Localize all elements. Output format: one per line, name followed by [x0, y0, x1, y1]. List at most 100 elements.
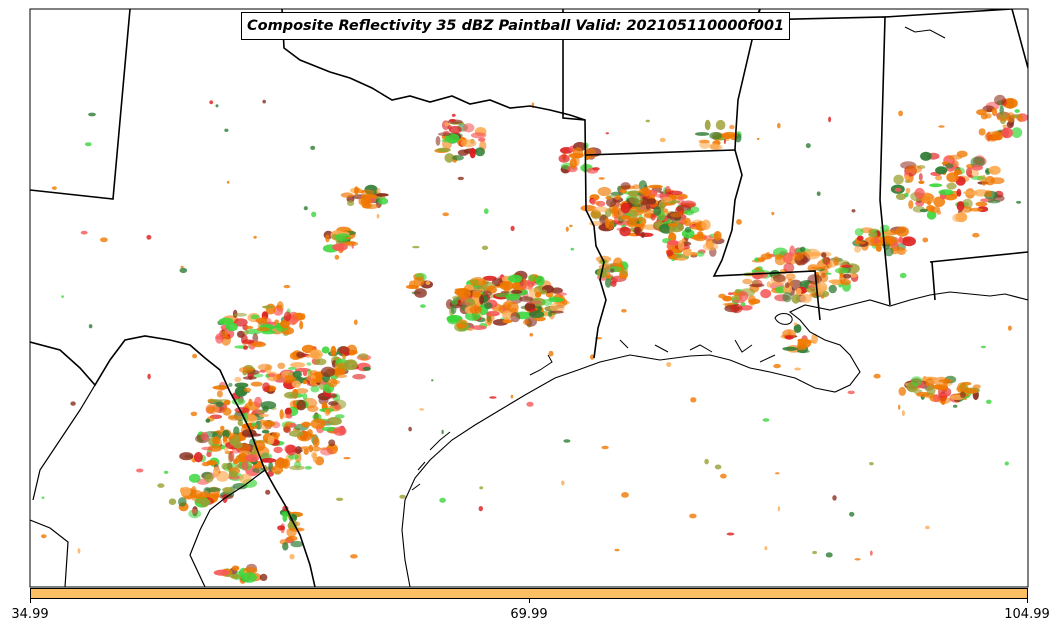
reflectivity-cell — [728, 292, 733, 296]
reflectivity-cell — [793, 324, 802, 333]
reflectivity-cell — [241, 572, 257, 583]
reflectivity-speck — [764, 546, 768, 551]
reflectivity-cell — [213, 493, 220, 499]
reflectivity-cell — [548, 297, 564, 303]
reflectivity-cell — [677, 239, 685, 251]
reflectivity-speck — [51, 186, 57, 190]
reflectivity-cell — [1006, 121, 1014, 129]
reflectivity-cell — [478, 137, 486, 142]
reflectivity-cell — [282, 542, 289, 551]
reflectivity-cell — [697, 231, 704, 237]
reflectivity-cell — [413, 276, 425, 287]
reflectivity-cell — [277, 362, 286, 369]
reflectivity-cell — [971, 165, 983, 171]
reflectivity-cell — [908, 200, 914, 209]
reflectivity-cell — [935, 166, 948, 175]
reflectivity-speck — [439, 497, 446, 503]
reflectivity-cell — [204, 473, 214, 483]
reflectivity-cell — [307, 405, 319, 413]
reflectivity-cell — [667, 223, 679, 227]
state-boundary — [884, 9, 1028, 69]
reflectivity-cell — [785, 273, 796, 281]
reflectivity-cell — [739, 305, 753, 311]
reflectivity-cell — [283, 311, 292, 322]
reflectivity-cell — [702, 242, 719, 251]
reflectivity-cell — [256, 327, 271, 332]
reflectivity-cell — [338, 346, 350, 355]
reflectivity-cell — [309, 349, 323, 360]
reflectivity-cell — [233, 426, 240, 436]
reflectivity-cell — [918, 180, 925, 184]
reflectivity-speck — [351, 244, 354, 249]
reflectivity-cell — [804, 248, 821, 260]
reflectivity-cell — [295, 446, 302, 455]
reflectivity-cell — [791, 294, 801, 304]
reflectivity-cell — [259, 573, 268, 582]
reflectivity-cell — [258, 413, 270, 418]
reflectivity-cell — [213, 569, 230, 576]
reflectivity-cell — [988, 135, 1003, 140]
reflectivity-cell — [960, 391, 966, 399]
reflectivity-speck — [645, 119, 650, 123]
reflectivity-cell — [277, 525, 285, 531]
reflectivity-cell — [309, 370, 319, 376]
reflectivity-cell — [296, 312, 304, 321]
reflectivity-cell — [809, 292, 818, 298]
reflectivity-cell — [267, 435, 275, 445]
reflectivity-cell — [482, 290, 492, 297]
reflectivity-cell — [469, 276, 486, 286]
reflectivity-speck — [825, 552, 833, 558]
reflectivity-cell — [666, 240, 679, 246]
reflectivity-cell — [507, 301, 519, 313]
reflectivity-speck — [80, 230, 88, 235]
reflectivity-cell — [289, 423, 297, 428]
reflectivity-cell — [188, 473, 201, 483]
reflectivity-speck — [77, 548, 81, 554]
reflectivity-cell — [360, 189, 375, 196]
reflectivity-cell — [807, 274, 822, 285]
colorbar-tick-label-mid: 69.99 — [510, 607, 548, 622]
reflectivity-cell — [930, 206, 941, 213]
reflectivity-speck — [718, 293, 727, 299]
reflectivity-cell — [590, 198, 597, 205]
reflectivity-speck — [218, 471, 221, 474]
reflectivity-cell — [472, 291, 482, 298]
reflectivity-speck — [163, 470, 169, 474]
reflectivity-cell — [965, 167, 973, 177]
state-boundary — [585, 149, 736, 156]
reflectivity-speck — [621, 309, 627, 313]
reflectivity-cell — [207, 445, 222, 452]
reflectivity-speck — [598, 177, 605, 180]
map-frame — [29, 8, 1029, 588]
reflectivity-speck — [922, 237, 929, 243]
reflectivity-cell — [327, 392, 337, 399]
reflectivity-cell — [340, 192, 354, 198]
reflectivity-speck — [489, 396, 497, 399]
reflectivity-cell — [292, 370, 302, 379]
reflectivity-cell — [224, 447, 229, 452]
reflectivity-speck — [723, 138, 726, 144]
reflectivity-cell — [854, 241, 866, 245]
reflectivity-cell — [984, 113, 992, 119]
reflectivity-speck — [953, 404, 958, 408]
reflectivity-cell — [612, 206, 618, 217]
reflectivity-speck — [898, 110, 903, 117]
reflectivity-cell — [860, 227, 874, 234]
reflectivity-cell — [519, 279, 534, 290]
reflectivity-cell — [620, 188, 627, 194]
reflectivity-cell — [280, 319, 290, 329]
reflectivity-cell — [189, 489, 203, 498]
reflectivity-cell — [822, 256, 831, 265]
reflectivity-cell — [229, 470, 238, 478]
reflectivity-cell — [457, 149, 469, 156]
reflectivity-cell — [248, 398, 253, 407]
reflectivity-cell — [970, 175, 986, 181]
reflectivity-speck — [451, 113, 456, 117]
country-boundary — [30, 335, 316, 587]
reflectivity-cell — [254, 396, 263, 408]
reflectivity-cell — [510, 312, 521, 323]
reflectivity-cell — [212, 436, 221, 445]
reflectivity-cell — [962, 198, 973, 209]
reflectivity-speck — [832, 495, 837, 501]
reflectivity-cell — [748, 295, 756, 306]
